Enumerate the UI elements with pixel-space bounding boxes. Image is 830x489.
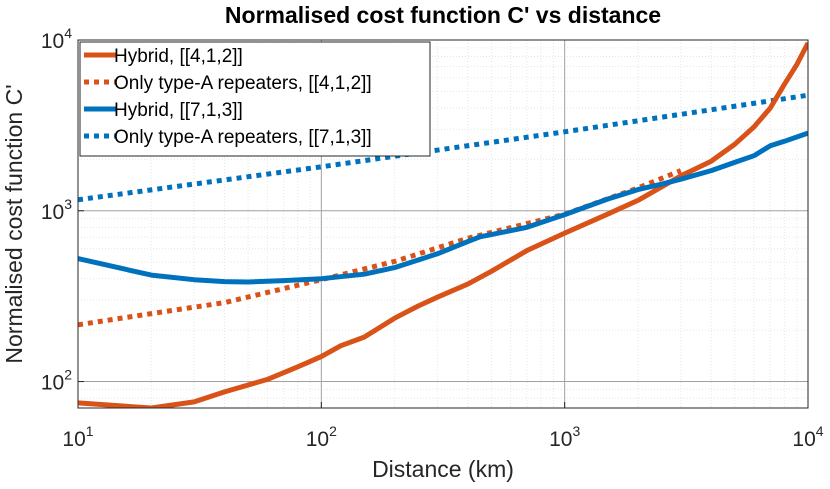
x-tick-label: 102 xyxy=(306,423,337,451)
x-axis-ticks: 101 102 103 104 xyxy=(62,402,824,451)
y-tick-label: 104 xyxy=(41,25,72,53)
legend: Hybrid, [[4,1,2]] Only type-A repeaters, … xyxy=(79,41,431,157)
plot-frame xyxy=(77,39,809,409)
series-line-3 xyxy=(78,130,808,285)
legend-label: Only type-A repeaters, [[4,1,2]] xyxy=(114,73,372,94)
major-grid xyxy=(78,40,808,408)
series-line-1 xyxy=(78,41,808,408)
series-line-4 xyxy=(78,92,808,203)
x-tick-label: 101 xyxy=(62,423,93,451)
legend-label: Only type-A repeaters, [[7,1,3]] xyxy=(114,127,372,148)
y-axis-label: Normalised cost function C' xyxy=(1,84,27,363)
y-tick-label: 102 xyxy=(41,367,72,395)
chart-title: Normalised cost function C' vs distance xyxy=(225,2,661,28)
legend-box xyxy=(79,41,431,157)
x-axis-label: Distance (km) xyxy=(372,456,514,482)
series-layer xyxy=(78,41,808,408)
x-tick-label: 104 xyxy=(792,423,823,451)
x-tick-label: 103 xyxy=(549,423,580,451)
legend-label: Hybrid, [[4,1,2]] xyxy=(114,46,243,67)
legend-label: Hybrid, [[7,1,3]] xyxy=(114,100,243,121)
y-tick-label: 103 xyxy=(41,196,72,224)
y-axis-ticks: 102 103 104 xyxy=(41,25,84,395)
